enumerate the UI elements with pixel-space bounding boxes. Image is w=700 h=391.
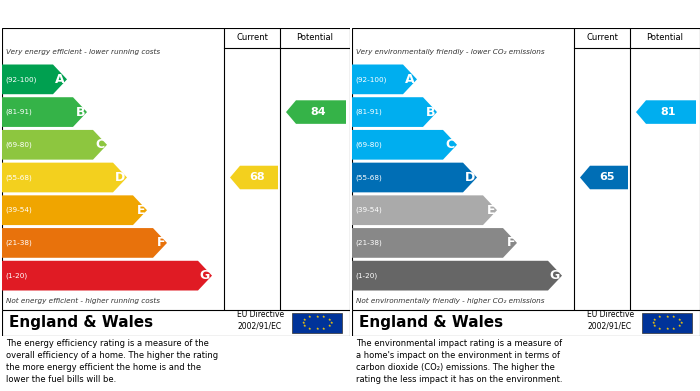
Text: F: F <box>507 237 515 249</box>
Polygon shape <box>352 163 477 192</box>
Text: B: B <box>426 106 435 118</box>
Text: ★: ★ <box>303 318 307 322</box>
Text: ★: ★ <box>322 326 326 330</box>
Text: (21-38): (21-38) <box>5 240 32 246</box>
Text: ★: ★ <box>308 326 312 330</box>
Text: (39-54): (39-54) <box>5 207 32 213</box>
Text: Very environmentally friendly - lower CO₂ emissions: Very environmentally friendly - lower CO… <box>356 49 545 55</box>
Text: ★: ★ <box>651 321 654 325</box>
Polygon shape <box>286 100 346 124</box>
Text: ★: ★ <box>665 327 668 332</box>
Polygon shape <box>352 228 517 258</box>
Text: ★: ★ <box>653 318 657 322</box>
Text: The environmental impact rating is a measure of
a home's impact on the environme: The environmental impact rating is a mea… <box>356 339 563 384</box>
Text: ★: ★ <box>672 316 676 319</box>
Text: F: F <box>157 237 165 249</box>
Text: Very energy efficient - lower running costs: Very energy efficient - lower running co… <box>6 49 160 55</box>
Text: (92-100): (92-100) <box>5 76 36 83</box>
Text: 84: 84 <box>310 107 326 117</box>
Text: (39-54): (39-54) <box>355 207 382 213</box>
Bar <box>642 313 692 333</box>
Polygon shape <box>352 261 562 291</box>
Text: ★: ★ <box>328 324 331 328</box>
Text: ★: ★ <box>308 316 312 319</box>
Bar <box>292 313 342 333</box>
Text: (81-91): (81-91) <box>355 109 382 115</box>
Polygon shape <box>580 166 628 189</box>
Text: C: C <box>96 138 105 151</box>
Polygon shape <box>352 65 417 94</box>
Text: ★: ★ <box>328 318 331 322</box>
Text: England & Wales: England & Wales <box>9 316 153 330</box>
Polygon shape <box>2 196 147 225</box>
Text: B: B <box>76 106 85 118</box>
Text: ★: ★ <box>658 316 662 319</box>
Polygon shape <box>2 65 67 94</box>
Polygon shape <box>2 130 107 160</box>
Text: Potential: Potential <box>647 34 683 43</box>
Text: D: D <box>465 171 475 184</box>
Text: Not environmentally friendly - higher CO₂ emissions: Not environmentally friendly - higher CO… <box>356 298 545 304</box>
Text: G: G <box>550 269 560 282</box>
Polygon shape <box>352 130 457 160</box>
Text: (55-68): (55-68) <box>355 174 382 181</box>
Polygon shape <box>2 163 127 192</box>
Text: ★: ★ <box>303 324 307 328</box>
Polygon shape <box>2 228 167 258</box>
Text: ★: ★ <box>658 326 662 330</box>
Text: (81-91): (81-91) <box>5 109 32 115</box>
Text: (21-38): (21-38) <box>355 240 382 246</box>
Text: 81: 81 <box>660 107 675 117</box>
Text: (1-20): (1-20) <box>355 273 377 279</box>
Polygon shape <box>636 100 696 124</box>
Text: ★: ★ <box>672 326 676 330</box>
Text: England & Wales: England & Wales <box>359 316 503 330</box>
Text: EU Directive
2002/91/EC: EU Directive 2002/91/EC <box>237 310 284 330</box>
Text: ★: ★ <box>322 316 326 319</box>
Text: ★: ★ <box>315 327 318 332</box>
Text: (69-80): (69-80) <box>355 142 382 148</box>
Text: D: D <box>115 171 125 184</box>
Text: ★: ★ <box>653 324 657 328</box>
Text: Not energy efficient - higher running costs: Not energy efficient - higher running co… <box>6 298 160 304</box>
Text: 68: 68 <box>249 172 265 183</box>
Text: E: E <box>486 204 495 217</box>
Polygon shape <box>2 261 212 291</box>
Text: EU Directive
2002/91/EC: EU Directive 2002/91/EC <box>587 310 634 330</box>
Text: Environmental Impact (CO₂) Rating: Environmental Impact (CO₂) Rating <box>360 7 593 20</box>
Text: ★: ★ <box>329 321 332 325</box>
Text: A: A <box>55 73 65 86</box>
Text: The energy efficiency rating is a measure of the
overall efficiency of a home. T: The energy efficiency rating is a measur… <box>6 339 218 384</box>
Text: G: G <box>199 269 210 282</box>
Text: Current: Current <box>586 34 618 43</box>
Text: Energy Efficiency Rating: Energy Efficiency Rating <box>10 7 173 20</box>
Text: ★: ★ <box>315 315 318 319</box>
Text: ★: ★ <box>301 321 304 325</box>
Text: ★: ★ <box>665 315 668 319</box>
Polygon shape <box>230 166 278 189</box>
Text: (69-80): (69-80) <box>5 142 32 148</box>
Text: (1-20): (1-20) <box>5 273 27 279</box>
Text: (55-68): (55-68) <box>5 174 32 181</box>
Text: A: A <box>405 73 415 86</box>
Text: (92-100): (92-100) <box>355 76 386 83</box>
Text: 65: 65 <box>599 172 615 183</box>
Text: C: C <box>446 138 455 151</box>
Text: Potential: Potential <box>297 34 333 43</box>
Polygon shape <box>352 97 437 127</box>
Text: E: E <box>136 204 145 217</box>
Polygon shape <box>352 196 497 225</box>
Text: Current: Current <box>236 34 268 43</box>
Text: ★: ★ <box>678 318 681 322</box>
Polygon shape <box>2 97 87 127</box>
Text: ★: ★ <box>679 321 682 325</box>
Text: ★: ★ <box>678 324 681 328</box>
